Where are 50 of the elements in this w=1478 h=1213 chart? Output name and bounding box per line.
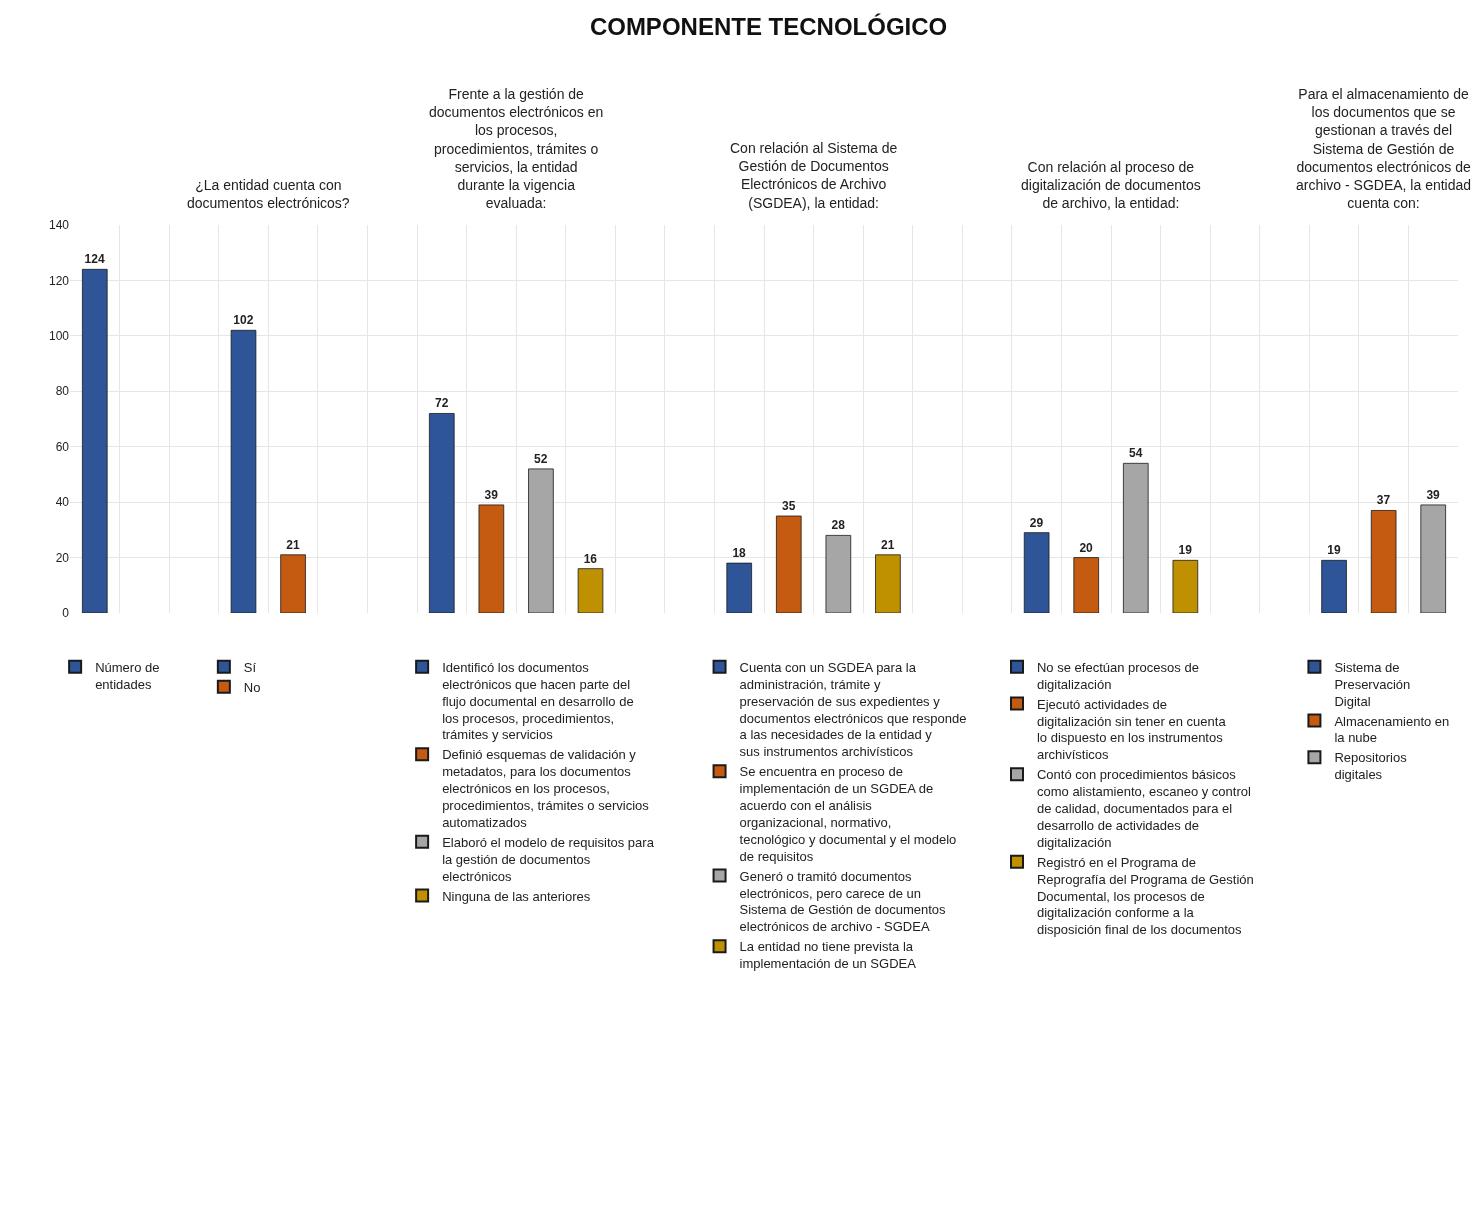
data-label: 54: [1128, 446, 1143, 461]
data-label: 29: [1029, 515, 1044, 530]
y-tick-label: 80: [55, 384, 70, 399]
legend-label: Sí: [243, 659, 257, 675]
data-label: 39: [484, 487, 499, 502]
y-tick-label: 100: [48, 329, 70, 344]
y-tick-label: 0: [62, 606, 70, 621]
data-label: 19: [1178, 543, 1193, 558]
data-label: 124: [84, 252, 105, 267]
legend-label: Elaboró el modelo de requisitos para la gestión de documentos electrónicos: [442, 834, 655, 884]
y-tick-label: 60: [55, 439, 70, 454]
data-label: 102: [233, 313, 254, 328]
data-label: 35: [781, 499, 796, 513]
data-label: 72: [434, 396, 449, 411]
y-tick-label: 120: [48, 273, 70, 288]
legend-label: Ninguna de las anteriores: [442, 888, 591, 904]
chart-title: COMPONENTE TECNOLÓGICO: [589, 12, 948, 40]
legend-label: Ejecutó actividades de digitalización sin tener en cuenta lo dispuesto en los instrumentos archivísticos: [1036, 696, 1227, 763]
legend-label: Registró en el Programa de Reprografía del Programa de Gestión Documental, los procesos de digitalización conforme a la disposición final de los documentos: [1036, 854, 1254, 938]
data-label: 16: [583, 551, 598, 566]
text: Para el almacenamiento de los documentos que se gestionan a través del Sistema de Gestión de documentos electrónicos de archivo - SGDEA, la entidad cuenta con:: [1296, 86, 1472, 212]
text: ¿La entidad cuenta con documentos electrónicos?: [187, 177, 350, 212]
legend-label: Contó con procedimientos básicos como alistamiento, escaneo y control de calidad, documentados para el desarrollo de actividades de digitalización: [1036, 767, 1251, 850]
text: Con relación al proceso de digitalización de documentos de archivo, la entidad:: [1021, 159, 1201, 212]
data-label: 21: [286, 537, 300, 552]
legend-label: No se efectúan procesos de digitalización: [1036, 659, 1199, 692]
data-label: 37: [1376, 493, 1391, 508]
text: Con relación al Sistema de Gestión de Documentos Electrónicos de Archivo (SGDEA), la entidad:: [730, 140, 898, 211]
data-label: 20: [1079, 540, 1094, 555]
legend-label: Sistema de Preservación Digital: [1334, 659, 1411, 709]
y-tick-label: 40: [55, 495, 70, 510]
data-label: 52: [534, 451, 548, 466]
data-label: 19: [1327, 543, 1341, 558]
data-label: 18: [732, 546, 747, 561]
y-tick-label: 140: [48, 218, 70, 233]
legend-label: Almacenamiento en la nube: [1334, 713, 1450, 746]
legend-label: Definió esquemas de validación y metadatos, para los documentos electrónicos en los procesos, procedimientos, trámites o servicios automatizados: [442, 747, 650, 830]
legend-label: Número de entidades: [95, 659, 160, 692]
text: Frente a la gestión de documentos electrónicos en los procesos, procedimientos, trámites o servicios, la entidad durante la vigencia evaluada:: [429, 86, 604, 212]
legend-label: Generó o tramitó documentos electrónicos, pero carece de un Sistema de Gestión de documentos electrónicos de archivo - SGDEA: [739, 868, 947, 935]
legend-label: Repositorios digitales: [1334, 750, 1408, 783]
legend-label: No: [243, 679, 261, 695]
data-label: 21: [881, 537, 895, 552]
data-label: 39: [1426, 487, 1441, 502]
data-label: 28: [831, 518, 846, 533]
y-tick-label: 20: [55, 550, 70, 565]
legend-label: Identificó los documentos electrónicos que hacen parte del flujo documental en desarrollo de los procesos, procedimientos, trámites y servicios: [442, 659, 634, 743]
legend-label: La entidad no tiene prevista la implementación de un SGDEA: [739, 939, 917, 972]
legend-label: Se encuentra en proceso de implementación de un SGDEA de acuerdo con el análisis organizacional, normativo, tecnológico y documental y el modelo de requisitos: [739, 764, 957, 864]
legend-label: Cuenta con un SGDEA para la administración, trámite y preservación de sus expedientes y documentos electrónicos que responde a las necesidades de la entidad y sus instrumentos archivísticos: [739, 659, 967, 760]
